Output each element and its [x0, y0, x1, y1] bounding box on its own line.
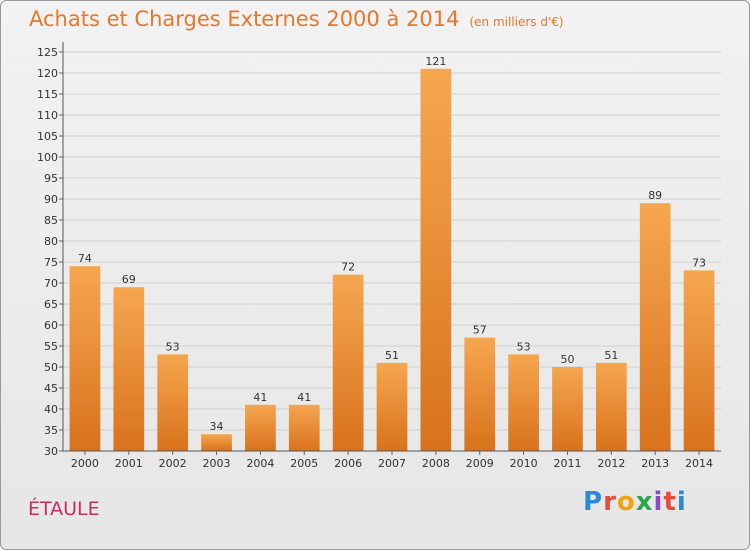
x-tick-label-2007: 2007: [378, 457, 406, 470]
data-label-2001: 69: [122, 273, 136, 286]
y-tick-label: 45: [44, 382, 58, 395]
y-tick-label: 120: [37, 67, 58, 80]
y-tick-label: 95: [44, 172, 58, 185]
data-label-2013: 89: [648, 189, 662, 202]
proxiti-logo: Proxiti: [583, 487, 687, 517]
bar-2004: [245, 404, 276, 451]
x-tick-label-2000: 2000: [71, 457, 99, 470]
bar-2007: [376, 362, 408, 451]
bar-2011: [552, 367, 583, 451]
x-tick-label-2008: 2008: [422, 457, 450, 470]
y-tick-label: 75: [44, 256, 58, 269]
bar-2001: [113, 287, 145, 451]
x-tick-label-2001: 2001: [115, 457, 143, 470]
y-tick-label: 60: [44, 319, 58, 332]
x-tick-label-2005: 2005: [290, 457, 318, 470]
data-label-2014: 73: [692, 256, 706, 269]
y-tick-label: 40: [44, 403, 58, 416]
data-label-2004: 41: [253, 391, 267, 404]
y-tick-label: 110: [37, 109, 58, 122]
data-label-2011: 50: [560, 353, 574, 366]
data-label-2003: 34: [210, 420, 224, 433]
x-tick-label-2013: 2013: [641, 457, 669, 470]
bar-2000: [69, 266, 101, 451]
x-tick-label-2014: 2014: [685, 457, 713, 470]
y-tick-label: 70: [44, 277, 58, 290]
y-tick-label: 55: [44, 340, 58, 353]
chart-title: Achats et Charges Externes 2000 à 2014 (e…: [29, 7, 564, 31]
x-tick-label-2011: 2011: [553, 457, 581, 470]
bar-2010: [508, 354, 539, 451]
y-tick-label: 125: [37, 46, 58, 59]
y-tick-label: 105: [37, 130, 58, 143]
axes: 30 35 40 45 50 55 60 65 70 75 80 85 90 95 100 105 110 115…: [37, 42, 721, 470]
data-label-2000: 74: [78, 252, 92, 265]
bar-2005: [288, 404, 320, 451]
bar-2014: [683, 270, 715, 451]
data-label-2005: 41: [297, 391, 311, 404]
data-label-2008: 121: [425, 55, 446, 68]
y-tick-label: 35: [44, 424, 58, 437]
data-labels: 74 69 53 34 41 41 72 51 121 57 53 50 51 89 73: [78, 55, 706, 433]
x-tick-label-2003: 2003: [203, 457, 231, 470]
data-label-2006: 72: [341, 261, 355, 274]
data-label-2007: 51: [385, 349, 399, 362]
y-tick-label: 100: [37, 151, 58, 164]
data-label-2002: 53: [166, 340, 180, 353]
bars: [69, 68, 715, 452]
bar-2008: [420, 68, 452, 452]
bar-2002: [157, 354, 189, 451]
data-label-2012: 51: [604, 349, 618, 362]
bar-2003: [201, 434, 232, 451]
data-label-2009: 57: [473, 324, 487, 337]
bar-2013: [639, 203, 671, 451]
data-label-2010: 53: [517, 340, 531, 353]
x-tick-label-2012: 2012: [597, 457, 625, 470]
x-tick-label-2010: 2010: [510, 457, 538, 470]
title-text: Achats et Charges Externes 2000 à 2014: [29, 7, 460, 31]
y-tick-label: 90: [44, 193, 58, 206]
y-tick-label: 50: [44, 361, 58, 374]
y-tick-label: 30: [44, 445, 58, 458]
y-tick-label: 85: [44, 214, 58, 227]
y-tick-label: 115: [37, 88, 58, 101]
x-tick-label-2002: 2002: [159, 457, 187, 470]
x-tick-label-2006: 2006: [334, 457, 362, 470]
x-tick-label-2004: 2004: [246, 457, 274, 470]
town-name: ÉTAULE: [28, 498, 100, 520]
bar-2012: [595, 362, 627, 451]
x-tick-label-2009: 2009: [466, 457, 494, 470]
y-tick-label: 65: [44, 298, 58, 311]
y-tick-label: 80: [44, 235, 58, 248]
bar-2009: [464, 337, 496, 451]
bar-2006: [332, 274, 364, 451]
unit-note: (en milliers d'€): [469, 15, 564, 29]
